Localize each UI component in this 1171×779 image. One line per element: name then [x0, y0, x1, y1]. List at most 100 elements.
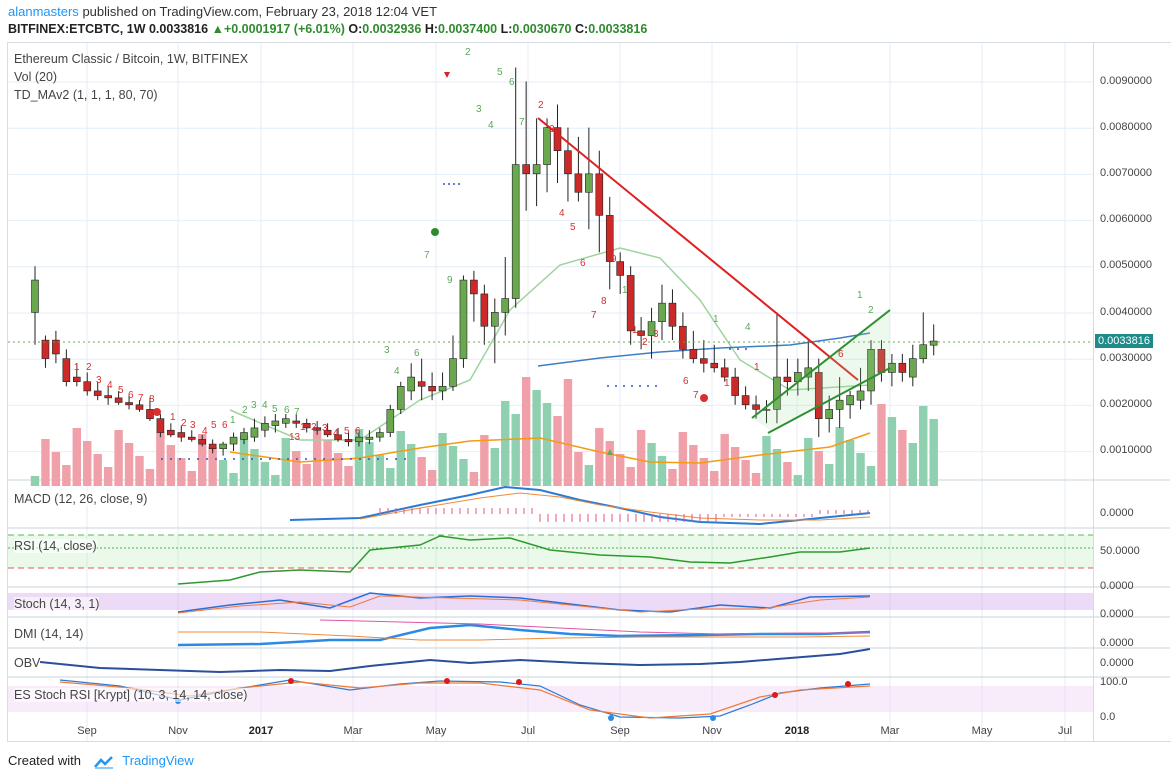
footer: Created with TradingView	[8, 753, 194, 769]
tdst-dot	[448, 183, 450, 185]
volume-bar	[657, 456, 667, 486]
volume-bar	[626, 467, 635, 486]
high-value: 0.0037400	[438, 22, 498, 36]
candle-body	[773, 376, 781, 410]
close-value: 0.0033816	[588, 22, 648, 36]
volume-bar	[480, 435, 489, 486]
price-tick: 0.0080000	[1100, 121, 1152, 133]
macd-label: MACD (12, 26, close, 9)	[14, 492, 148, 506]
candle-body	[668, 302, 677, 327]
candle-body	[323, 429, 332, 436]
volume-bar	[919, 406, 928, 486]
esrsi-overbought-dot	[516, 679, 522, 685]
td-setup-count-down: 3	[549, 124, 555, 135]
candle-body	[647, 321, 656, 336]
rsi-line	[177, 535, 871, 585]
dmi-tick: 0.0000	[1100, 637, 1134, 649]
volume-bar	[616, 454, 625, 486]
td-setup-count-down: 1	[74, 362, 80, 373]
td-setup-count-down: 2	[181, 418, 187, 429]
td-setup-count-down: 6	[683, 376, 689, 387]
candle-body	[752, 404, 760, 410]
price-tick: 0.0040000	[1100, 306, 1152, 318]
volume-bar	[166, 445, 176, 486]
chart-frame[interactable]	[7, 42, 1094, 742]
open-label: O:	[348, 22, 363, 36]
td-setup-count-down: 1	[170, 412, 176, 423]
up-arrow-icon: ▲	[211, 22, 224, 36]
tdst-dot	[368, 458, 370, 460]
td-setup-count-up: 7	[424, 250, 430, 261]
tdst-dot	[170, 458, 172, 460]
tdst-dot	[269, 458, 271, 460]
candle-body	[396, 386, 405, 410]
candle-body	[135, 404, 144, 410]
candle-body	[250, 427, 259, 438]
volume-bar	[678, 432, 688, 486]
volume-bar	[135, 456, 144, 486]
candle-body	[93, 390, 102, 396]
author-link[interactable]: alanmasters	[8, 4, 79, 19]
td-setup-count-down: 13	[289, 432, 301, 443]
esrsi-top-tick: 100.0	[1100, 676, 1128, 688]
td-setup-count-down: 5	[344, 426, 350, 437]
change-value: +0.0001917 (+6.01%)	[223, 22, 345, 36]
td-setup-count-up: 7	[519, 117, 525, 128]
td-setup-count-up: 1	[713, 314, 719, 325]
candle-body	[41, 339, 50, 359]
candle-body	[689, 349, 698, 359]
candle-body	[585, 173, 593, 193]
volume-bar	[323, 440, 332, 486]
candle-body	[240, 432, 248, 440]
volume-bar	[365, 442, 374, 486]
td-setup-count-down: 2	[86, 362, 92, 373]
candle-body	[929, 340, 938, 346]
candle-body	[595, 173, 604, 216]
candle-body	[814, 372, 823, 419]
volume-bar	[333, 453, 343, 486]
td-setup-count-down: 6	[222, 420, 228, 431]
last-price: 0.0033816	[148, 22, 209, 36]
td-setup-count-down: 1	[724, 378, 730, 389]
candle-body	[564, 150, 572, 175]
tdst-dot	[278, 458, 280, 460]
tdst-dot	[377, 458, 379, 460]
tradingview-link[interactable]: TradingView	[122, 753, 194, 768]
esrsi-oversold-dot	[710, 715, 716, 721]
volume-bar	[647, 443, 656, 486]
volume-bar	[825, 464, 834, 486]
candle-body	[438, 386, 447, 392]
stoch-tick: 0.0000	[1100, 608, 1134, 620]
time-tick: Sep	[610, 725, 630, 737]
td-setup-count-down: 4	[333, 428, 339, 439]
volume-bar	[396, 431, 405, 486]
td-setup-count-up: 5	[497, 67, 503, 78]
obv-line	[39, 648, 871, 674]
time-tick: Jul	[520, 725, 536, 737]
time-tick: Sep	[77, 725, 97, 737]
volume-bar	[375, 455, 385, 486]
tdst-dot	[287, 458, 289, 460]
price-axis-frame[interactable]	[1094, 42, 1171, 742]
volume-bar	[51, 452, 61, 486]
volume-bar	[93, 454, 102, 486]
tdst-dot	[188, 458, 190, 460]
volume-bar	[730, 447, 740, 486]
volume-bar	[814, 451, 823, 486]
volume-bar	[145, 469, 155, 486]
candle-body	[365, 436, 374, 440]
tdst-dot	[655, 385, 657, 387]
volume-bar	[30, 476, 40, 486]
candle-body	[386, 409, 395, 433]
candle-body	[344, 439, 353, 443]
candle-body	[187, 436, 196, 440]
candle-body	[146, 409, 154, 419]
candle-body	[313, 427, 321, 431]
time-tick: 2017	[248, 725, 274, 737]
candle-body	[281, 418, 290, 424]
td-perfected-sell-marker	[153, 408, 161, 416]
dmi-minus-line	[178, 631, 871, 641]
td-setup-count-down: 5	[570, 222, 576, 233]
tdst-dot	[350, 458, 352, 460]
